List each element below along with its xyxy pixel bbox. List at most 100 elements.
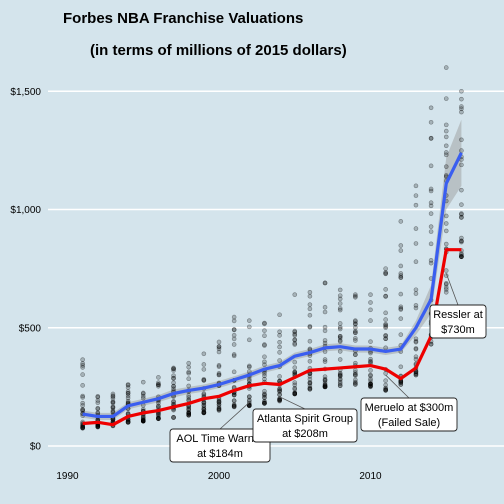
data-point [368, 350, 373, 356]
data-point [383, 322, 388, 328]
data-point [216, 371, 222, 376]
data-point [292, 359, 298, 365]
data-point [368, 378, 373, 383]
data-point [428, 136, 434, 141]
data-point [353, 381, 358, 387]
data-point [337, 349, 343, 354]
data-point [186, 407, 191, 412]
data-point [413, 346, 419, 352]
axis-ticks: $0 $500 $1,000 $1,500 1990 2000 2010 [10, 87, 382, 482]
data-point [80, 425, 85, 431]
data-point [156, 413, 161, 418]
data-point [337, 377, 343, 383]
data-point [277, 374, 282, 379]
data-point [368, 368, 373, 373]
data-point [368, 307, 373, 313]
data-point [277, 312, 282, 318]
data-point [277, 386, 282, 392]
data-point [353, 368, 358, 373]
data-point [428, 241, 434, 247]
data-point [95, 424, 101, 430]
data-point [216, 406, 222, 412]
data-point [262, 354, 267, 360]
data-point [156, 403, 161, 409]
data-point [262, 321, 267, 327]
data-point [307, 380, 313, 386]
data-point [171, 415, 176, 420]
data-point [231, 398, 237, 404]
data-point [262, 343, 267, 348]
data-point [216, 399, 222, 405]
data-point [201, 377, 207, 382]
data-point [201, 409, 207, 415]
data-point [247, 378, 252, 384]
data-point [443, 221, 449, 226]
data-point [171, 366, 176, 372]
data-point [428, 163, 434, 169]
data-point [277, 392, 282, 397]
annotations: AOL Time Warner at $184m Atlanta Spirit Gr… [169, 273, 487, 463]
annotation-box [169, 428, 271, 463]
data-point [171, 384, 176, 389]
data-point [307, 381, 313, 386]
data-point [95, 423, 101, 429]
data-point [216, 400, 222, 405]
data-point [140, 390, 146, 396]
data-point [383, 371, 388, 376]
data-point [383, 287, 388, 292]
data-point [337, 383, 343, 388]
data-point [156, 416, 161, 421]
data-point [247, 394, 252, 399]
data-point [383, 271, 388, 276]
data-point [307, 289, 313, 295]
data-point [140, 418, 146, 424]
data-point [201, 377, 207, 383]
data-point [398, 248, 404, 253]
data-point [277, 350, 282, 355]
data-point [247, 318, 252, 323]
data-point [353, 379, 358, 385]
data-point [247, 403, 252, 408]
data-point [231, 392, 237, 398]
data-point [459, 238, 464, 244]
data-point [80, 361, 85, 366]
data-point [413, 305, 419, 311]
data-point [110, 395, 116, 401]
data-point [231, 402, 237, 408]
data-point [216, 372, 222, 378]
data-point [322, 340, 328, 346]
annotation-leader [219, 402, 250, 430]
data-point [443, 128, 449, 134]
data-point [353, 330, 358, 335]
data-point [110, 404, 116, 409]
data-point [353, 352, 358, 357]
data-point [398, 291, 404, 297]
data-point [140, 395, 146, 401]
data-point [125, 420, 131, 425]
data-point [322, 384, 328, 390]
data-point [262, 333, 267, 338]
data-point [368, 383, 373, 389]
data-point [398, 243, 404, 248]
data-point [383, 266, 388, 271]
data-point [140, 416, 146, 422]
data-point [353, 377, 358, 383]
data-point [171, 386, 176, 392]
data-point [337, 296, 343, 302]
data-point [459, 254, 464, 260]
data-point [443, 285, 449, 290]
data-point [156, 415, 161, 421]
data-point [292, 380, 298, 385]
data-point [322, 384, 328, 390]
data-point [95, 394, 101, 399]
data-point [171, 368, 176, 373]
data-point [322, 357, 328, 362]
data-point [247, 398, 252, 404]
data-point [353, 328, 358, 334]
data-point [156, 412, 161, 417]
annotation-text: AOL Time Warner [176, 433, 264, 445]
data-point [201, 410, 207, 416]
data-point [413, 354, 419, 359]
data-point [307, 385, 313, 391]
data-point [186, 410, 191, 416]
